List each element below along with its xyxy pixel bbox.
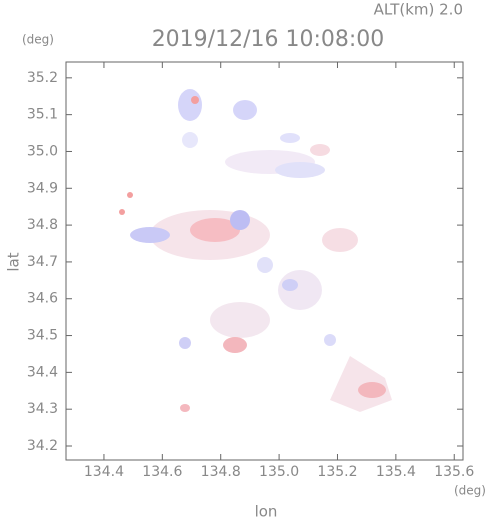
y-tick-label: 35.1 <box>27 107 58 123</box>
y-tick-label: 34.3 <box>27 401 58 417</box>
y-tick-label: 34.8 <box>27 217 58 233</box>
y-tick-label: 34.6 <box>27 291 58 307</box>
echo-field <box>119 89 392 412</box>
y-tick-label: 34.9 <box>27 180 58 196</box>
x-tick-label: 134.8 <box>201 464 241 480</box>
x-tick-label: 134.4 <box>84 464 124 480</box>
x-tick-label: 135.4 <box>376 464 416 480</box>
y-tick-label: 34.2 <box>27 438 58 454</box>
y-tick-label: 35.0 <box>27 143 58 159</box>
y-tick-label: 34.4 <box>27 364 58 380</box>
y-unit: (deg) <box>22 33 54 47</box>
x-axis-label: lon <box>255 503 278 521</box>
y-tick-label: 34.7 <box>27 254 58 270</box>
x-unit: (deg) <box>454 484 486 498</box>
x-tick-label: 135.6 <box>434 464 474 480</box>
altitude-label: ALT(km) 2.0 <box>374 1 463 19</box>
x-tick-label: 134.6 <box>142 464 182 480</box>
x-tick-label: 135.0 <box>259 464 299 480</box>
x-tick-label: 135.2 <box>317 464 357 480</box>
plot-frame <box>65 61 464 461</box>
y-tick-label: 35.2 <box>27 70 58 86</box>
chart-title: 2019/12/16 10:08:00 <box>152 27 385 52</box>
y-tick-label: 34.5 <box>27 328 58 344</box>
y-axis-label: lat <box>5 252 23 271</box>
